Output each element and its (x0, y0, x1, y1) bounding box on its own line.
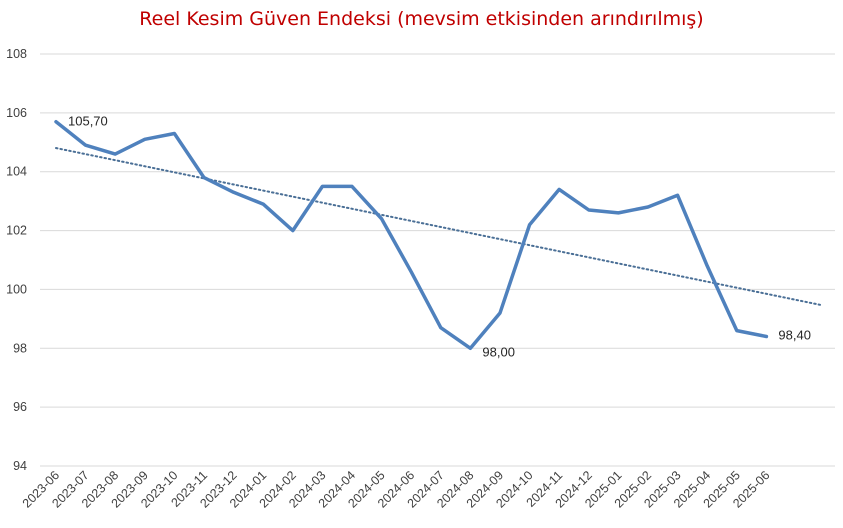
data-point (113, 152, 117, 156)
data-label: 98,40 (778, 328, 811, 343)
data-point (528, 223, 532, 227)
chart-title: Reel Kesim Güven Endeksi (mevsim etkisin… (139, 8, 704, 30)
data-point (616, 211, 620, 215)
data-label: 98,00 (482, 344, 515, 359)
series-line (54, 119, 769, 351)
y-tick-label: 98 (13, 341, 27, 355)
y-tick-label: 100 (6, 282, 27, 296)
data-point (143, 137, 147, 141)
data-point (172, 131, 176, 135)
data-point (409, 270, 413, 274)
y-tick-label: 94 (13, 459, 27, 473)
data-point (54, 120, 58, 124)
data-point (84, 143, 88, 147)
data-point (676, 193, 680, 197)
data-point (646, 205, 650, 209)
data-point (498, 311, 502, 315)
data-point (232, 190, 236, 194)
data-point (350, 184, 354, 188)
data-point (291, 229, 295, 233)
data-point (439, 326, 443, 330)
data-point (261, 202, 265, 206)
y-tick-label: 102 (6, 224, 27, 238)
data-point (705, 264, 709, 268)
data-point (320, 184, 324, 188)
data-point (468, 346, 472, 350)
data-point (557, 187, 561, 191)
data-point (380, 217, 384, 221)
data-point (587, 208, 591, 212)
data-point (202, 176, 206, 180)
data-point (764, 335, 768, 339)
data-label: 105,70 (68, 114, 108, 129)
y-tick-label: 96 (13, 400, 27, 414)
data-point (735, 329, 739, 333)
y-tick-label: 106 (6, 106, 27, 120)
y-tick-label: 104 (6, 165, 27, 179)
trendline (55, 147, 821, 306)
y-tick-label: 108 (6, 47, 27, 61)
